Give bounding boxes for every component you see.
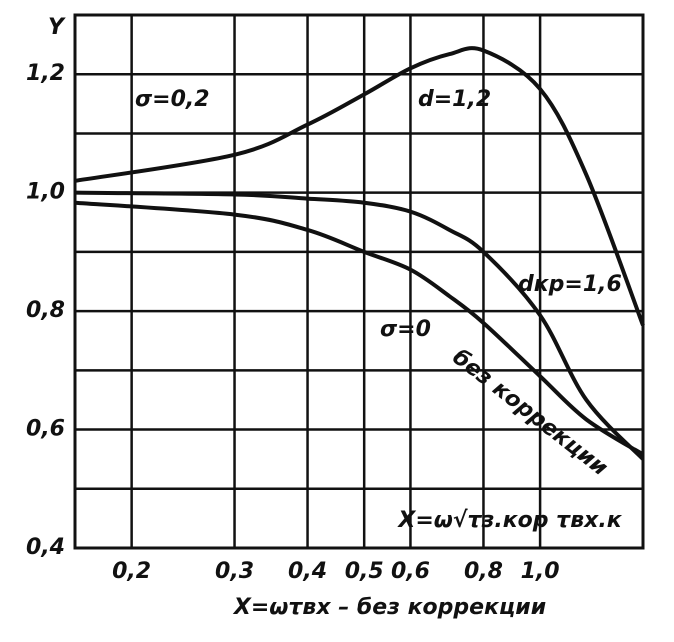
- y-tick-label: 0,4: [26, 535, 65, 560]
- curve: [74, 46, 645, 327]
- y-tick-label: 1,2: [26, 61, 65, 86]
- x-tick-label: 0,6: [391, 559, 430, 584]
- annotation: σ=0,2: [135, 87, 210, 112]
- x-tick-label: 1,0: [521, 559, 560, 584]
- y-tick-label: 0,6: [26, 417, 65, 442]
- series-label: dкр=1,6: [518, 272, 622, 297]
- x-tick-label: 0,8: [464, 559, 503, 584]
- y-tick-label: 0,8: [26, 298, 65, 323]
- series-label: d=1,2: [418, 87, 491, 112]
- x-axis-label-2: X=ω√τз.кор τвх.к: [396, 508, 622, 533]
- x-tick-label: 0,4: [288, 559, 327, 584]
- x-axis-label: X=ωτвх – без коррекции: [232, 595, 546, 620]
- x-tick-label: 0,3: [215, 559, 254, 584]
- curve: [74, 200, 645, 457]
- y-axis-label: Y: [48, 15, 66, 40]
- x-tick-label: 0,2: [112, 559, 151, 584]
- x-tick-label: 0,5: [345, 559, 384, 584]
- y-tick-label: 1,0: [26, 180, 65, 205]
- annotation: σ=0: [380, 317, 431, 342]
- formula-box: [375, 500, 643, 544]
- curve: [74, 190, 645, 461]
